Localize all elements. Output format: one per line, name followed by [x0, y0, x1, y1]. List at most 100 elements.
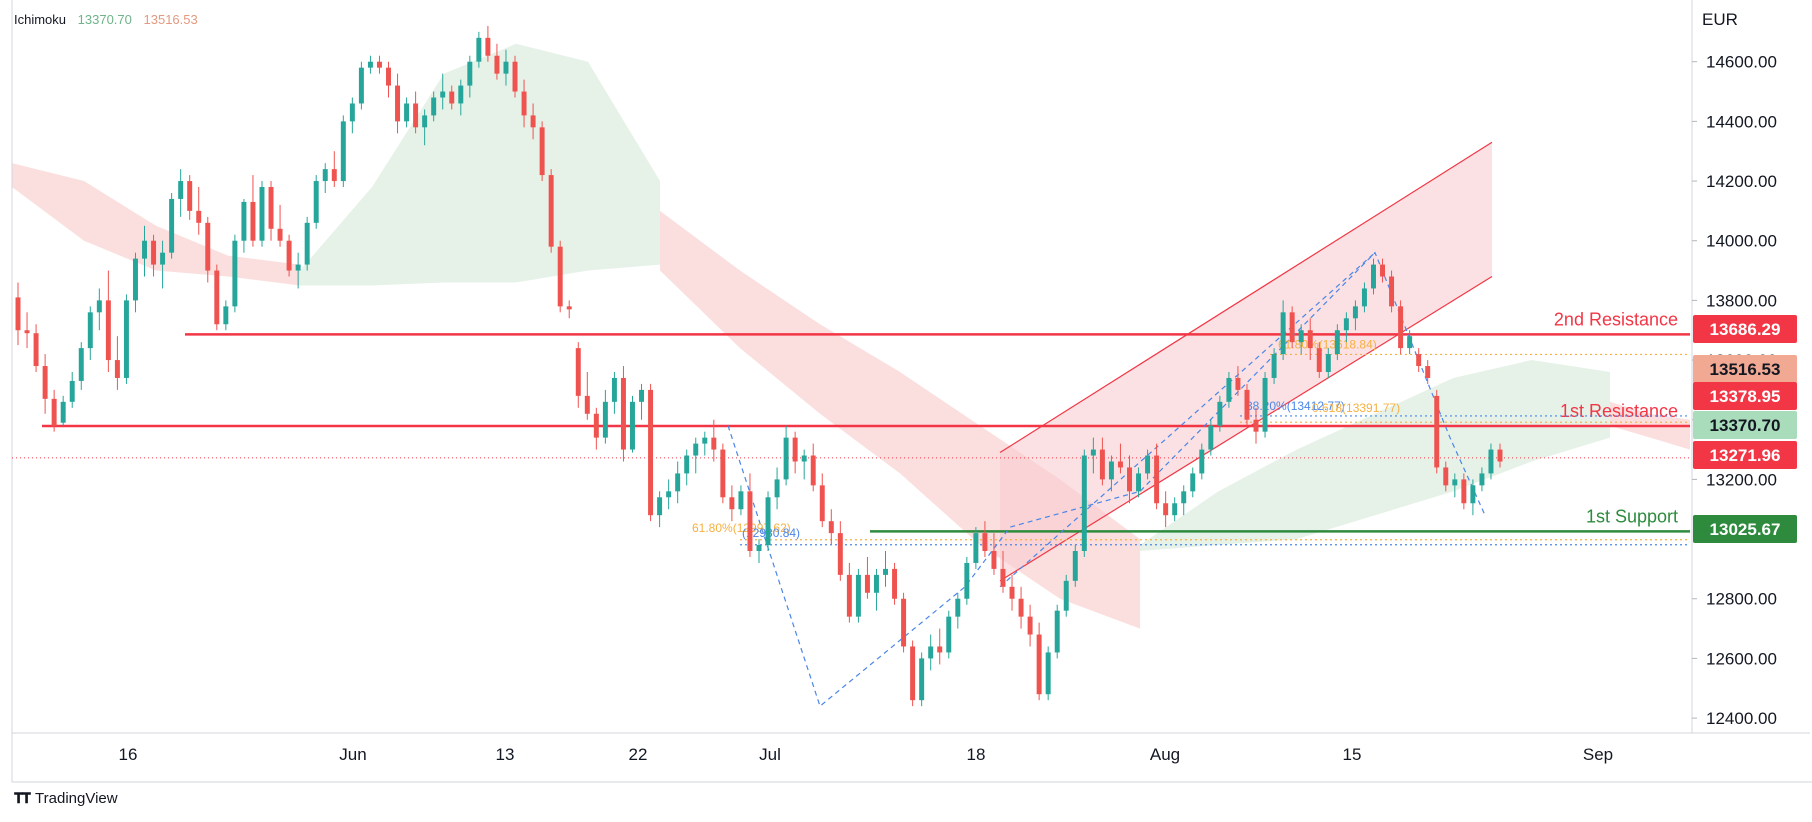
candle-body — [1163, 503, 1169, 516]
candle — [24, 312, 30, 349]
candle — [1298, 324, 1304, 355]
candle-body — [1127, 467, 1132, 492]
candle — [105, 270, 111, 372]
price-tag-label: 13686.29 — [1710, 320, 1781, 339]
candle-body — [648, 389, 654, 516]
candle — [205, 216, 211, 283]
time-tick-label: Aug — [1150, 745, 1180, 764]
candle — [1081, 449, 1087, 557]
price-tag — [1693, 315, 1797, 343]
candle-body — [295, 264, 301, 271]
candle-body — [1371, 264, 1376, 289]
candle-body — [114, 360, 120, 378]
fib-label: (12980.84) — [742, 526, 800, 540]
candle-body — [42, 366, 48, 399]
candle — [964, 556, 970, 605]
candle — [313, 175, 319, 229]
candle — [1352, 300, 1358, 331]
candle — [1361, 282, 1367, 313]
candle — [846, 562, 852, 623]
candle-body — [241, 201, 247, 241]
candle-body — [1000, 568, 1006, 587]
candle — [1090, 437, 1096, 474]
candle — [575, 342, 581, 408]
price-tag — [1693, 441, 1797, 469]
candle — [449, 85, 455, 110]
candle — [1235, 366, 1241, 396]
candle — [946, 610, 952, 659]
candle — [268, 181, 274, 241]
candle-body — [702, 437, 708, 444]
candle — [250, 175, 256, 247]
candle — [223, 300, 229, 331]
candle-body — [1108, 461, 1114, 480]
candle-body — [1036, 634, 1042, 695]
candle-body — [1136, 473, 1142, 492]
candle-body — [1099, 449, 1105, 480]
candle-body — [774, 479, 780, 498]
candle — [584, 371, 590, 420]
price-tick-label: 14200.00 — [1706, 172, 1777, 191]
time-tick-label: Sep — [1583, 745, 1613, 764]
candle — [1280, 300, 1286, 361]
fib-label: 38.20%(13412.77) — [1246, 399, 1345, 413]
candle — [747, 473, 753, 557]
time-tick-label: 18 — [967, 745, 986, 764]
candle-body — [593, 413, 599, 438]
candle-body — [530, 115, 536, 128]
level-label: 1st Resistance — [1560, 401, 1678, 421]
candle — [928, 634, 934, 671]
candle-body — [810, 455, 816, 486]
candle-body — [142, 240, 147, 259]
candle — [349, 97, 355, 134]
cloud-bull-2 — [1140, 360, 1610, 552]
candle — [1307, 318, 1313, 361]
indicator-legend[interactable]: Ichimoku 13370.70 13516.53 — [14, 12, 198, 27]
candle-body — [376, 61, 382, 68]
candle-body — [693, 443, 699, 456]
candle — [241, 198, 247, 253]
candle-body — [729, 497, 735, 510]
candle-body — [395, 85, 401, 122]
time-tick-label: Jul — [759, 745, 781, 764]
candle — [187, 175, 193, 220]
candle-body — [991, 551, 997, 569]
candle — [1117, 443, 1123, 474]
ichimoku-cloud — [12, 43, 1690, 629]
candle-body — [1253, 419, 1259, 432]
candle-body — [1181, 491, 1187, 504]
candle — [78, 342, 84, 390]
time-tick-label: 16 — [119, 745, 138, 764]
candle-body — [539, 127, 545, 176]
candle-body — [440, 91, 446, 98]
candle-body — [422, 115, 428, 128]
price-tick-label: 14600.00 — [1706, 53, 1777, 72]
candle-body — [1045, 652, 1051, 695]
candle-body — [783, 437, 789, 480]
candle-body — [151, 240, 157, 265]
candle — [160, 240, 166, 289]
candle — [675, 461, 681, 504]
candle — [774, 467, 780, 510]
candle — [1045, 646, 1051, 701]
candle-body — [15, 297, 21, 331]
candle-body — [349, 103, 355, 122]
indicator-name: Ichimoku — [14, 12, 67, 27]
zigzag-path — [727, 251, 1486, 708]
candle — [277, 204, 283, 247]
candle-body — [1470, 485, 1476, 504]
candle-body — [1154, 455, 1160, 504]
candle — [51, 389, 57, 432]
tradingview-brand[interactable]: 𝐓𝐓 TradingView — [14, 790, 118, 807]
candle — [1181, 485, 1187, 516]
candle-body — [268, 187, 274, 229]
candle — [1163, 491, 1169, 528]
candle — [901, 592, 907, 653]
candle-body — [521, 91, 527, 116]
candle — [1000, 551, 1006, 593]
candle-body — [1009, 586, 1015, 599]
candle-body — [358, 67, 364, 104]
candle — [666, 479, 672, 510]
candle-body — [892, 568, 898, 599]
